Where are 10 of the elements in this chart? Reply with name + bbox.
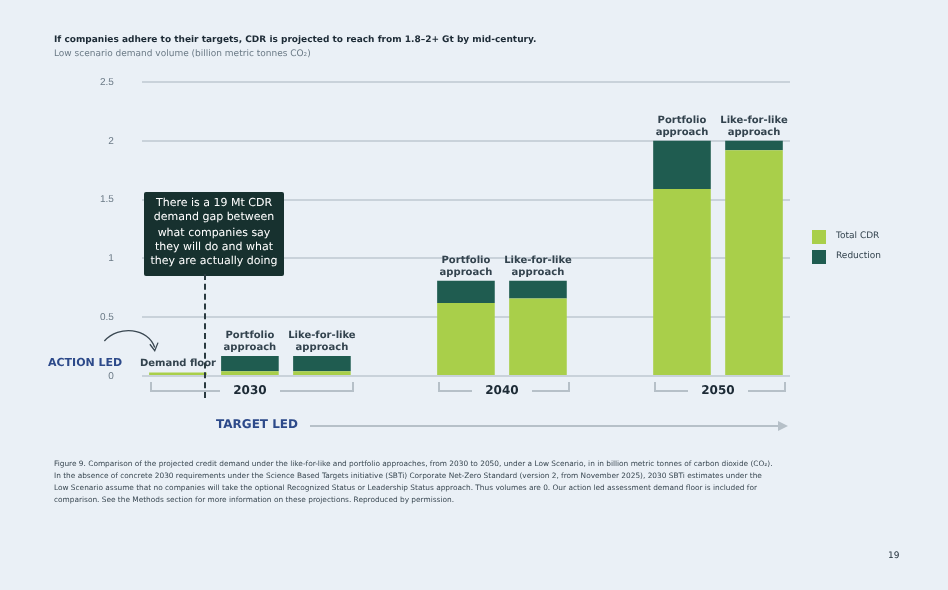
bar <box>725 150 783 375</box>
bar <box>725 140 783 151</box>
bar <box>437 303 495 375</box>
bar <box>653 140 711 190</box>
bar <box>653 189 711 375</box>
bar <box>437 280 495 304</box>
bar <box>221 356 279 372</box>
bar <box>509 298 567 375</box>
bar <box>509 280 567 299</box>
bar <box>293 356 351 372</box>
